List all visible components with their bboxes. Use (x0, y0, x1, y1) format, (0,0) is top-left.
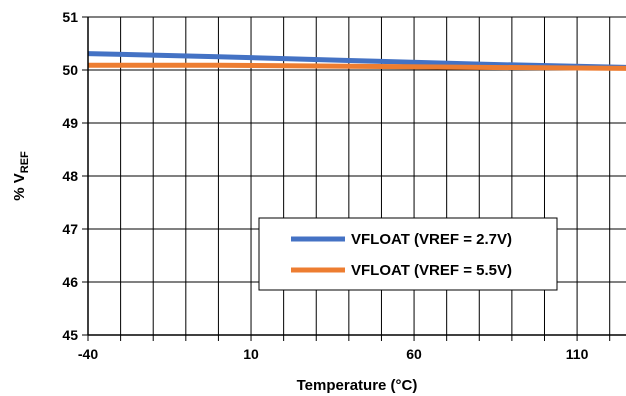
x-tick-label: 10 (243, 346, 259, 362)
series-lines (87, 51, 626, 71)
y-tick-label: 50 (62, 62, 78, 78)
y-axis-title: % VREF (11, 151, 31, 201)
legend-label-vref-2-7v: VFLOAT (VREF = 2.7V) (351, 231, 512, 248)
x-tick-label: 60 (406, 346, 422, 362)
x-tick-label: -40 (78, 346, 98, 362)
y-tick-label: 46 (62, 274, 78, 290)
x-axis-title: Temperature (°C) (297, 377, 418, 394)
series-line-1 (88, 62, 626, 71)
legend-box (258, 217, 558, 291)
legend: VFLOAT (VREF = 2.7V) VFLOAT (VREF = 5.5V… (258, 217, 558, 291)
y-axis-title-subscript: REF (19, 151, 31, 173)
y-axis-title-main: % V (11, 173, 28, 201)
legend-label-vref-5-5v: VFLOAT (VREF = 5.5V) (351, 262, 512, 279)
y-tick-label: 51 (62, 9, 78, 25)
axes (82, 16, 626, 341)
y-tick-label: 48 (62, 168, 78, 184)
y-tick-label: 49 (62, 115, 78, 131)
tick-labels: 45 46 47 48 49 50 51 -40 10 60 110 (62, 9, 588, 362)
x-tick-label: 110 (566, 346, 589, 362)
y-tick-label: 45 (62, 327, 78, 343)
y-tick-label: 47 (62, 221, 78, 237)
